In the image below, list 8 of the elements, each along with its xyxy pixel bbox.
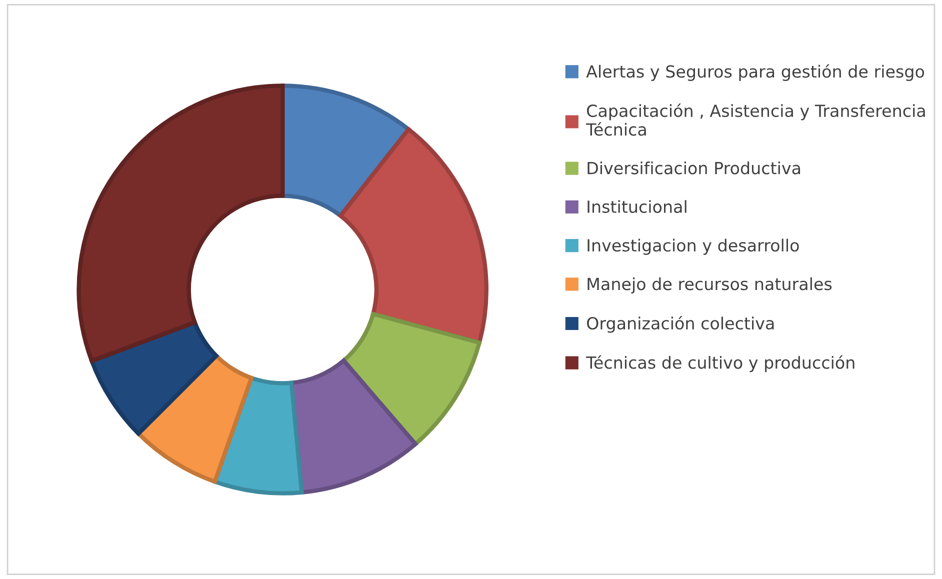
- legend-label: Institucional: [588, 200, 686, 214]
- legend-label: Capacitación , Asistencia y Transferencia Técnica: [586, 104, 925, 136]
- legend-label: Investigacion y desarrollo: [588, 238, 799, 255]
- legend-label: Organización colectiva: [587, 316, 774, 333]
- legend-label: Diversificacion Productiva: [588, 161, 800, 174]
- legend-label: Técnicas de cultivo y producción: [586, 355, 854, 372]
- legend-label: Alertas y Seguros para gestión de riesgo: [586, 64, 924, 82]
- legend-label: Manejo de recursos naturales: [588, 277, 832, 294]
